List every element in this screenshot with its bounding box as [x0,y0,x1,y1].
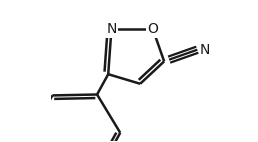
Text: N: N [106,22,117,36]
Text: N: N [200,43,210,57]
Text: O: O [148,22,158,36]
